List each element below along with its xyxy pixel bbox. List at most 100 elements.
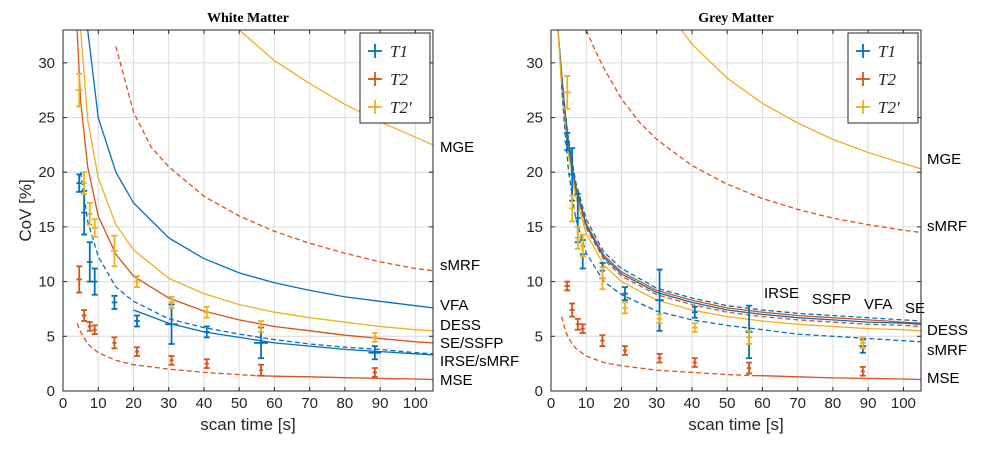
data-point-t1 bbox=[569, 147, 576, 202]
y-tick-label: 15 bbox=[526, 219, 543, 236]
data-point-t2prime bbox=[91, 218, 98, 238]
legend-box bbox=[359, 32, 431, 124]
data-point-t1 bbox=[622, 286, 628, 302]
legend-item-t2prime: T2′ bbox=[856, 98, 900, 117]
curve-unlabeled-t2 bbox=[76, 322, 257, 377]
y-tick-label: 15 bbox=[38, 219, 55, 236]
curve-label: SSFP bbox=[812, 291, 851, 308]
data-point-t1 bbox=[134, 314, 140, 328]
x-tick-label: 70 bbox=[301, 395, 318, 412]
curve-smrf-t2 bbox=[585, 30, 921, 234]
data-point-t2 bbox=[371, 367, 378, 378]
data-point-t2 bbox=[656, 352, 663, 364]
curve-se-t2 bbox=[557, 30, 921, 328]
data-point-t2prime bbox=[859, 336, 866, 350]
curve-label: MSE bbox=[440, 372, 473, 389]
data-point-t2prime bbox=[371, 332, 378, 343]
x-axis-label: scan time [s] bbox=[200, 415, 295, 434]
curve-mse-t2 bbox=[755, 375, 921, 381]
x-tick-label: 20 bbox=[613, 395, 630, 412]
curve-label: VFA bbox=[440, 297, 468, 314]
chart-panel-white-matter: 0 10 20 30 40 50 60 70 80 90 100 0 5 10 15 20 25 30 White … bbox=[16, 11, 519, 434]
data-point-t2 bbox=[111, 336, 118, 350]
y-tick-label: 25 bbox=[526, 110, 543, 127]
x-tick-label: 40 bbox=[684, 395, 701, 412]
x-tick-label: 0 bbox=[547, 395, 555, 412]
legend-item-t1: T1 bbox=[856, 42, 896, 61]
data-point-t2 bbox=[203, 358, 210, 369]
data-point-t2prime bbox=[656, 313, 663, 325]
y-axis-label: CoV [%] bbox=[16, 179, 35, 241]
curve-label: DESS bbox=[927, 322, 968, 339]
x-tick-label: 20 bbox=[125, 395, 142, 412]
legend-item-t2: T2 bbox=[368, 70, 408, 89]
data-point-t1 bbox=[203, 325, 210, 339]
curve-se-ssfp-t2 bbox=[76, 30, 433, 344]
legend-item-t2prime: T2′ bbox=[368, 98, 412, 117]
curve-unlabeled-t1 bbox=[79, 172, 433, 355]
data-point-t1 bbox=[111, 294, 118, 310]
data-point-t2 bbox=[258, 363, 265, 377]
x-tick-label: 50 bbox=[231, 395, 248, 412]
data-point-t2 bbox=[564, 280, 571, 292]
data-point-t2prime bbox=[569, 194, 576, 223]
curve-vfa-t1 bbox=[557, 30, 921, 322]
curve-smrf-t2 bbox=[115, 46, 433, 272]
x-axis-label: scan time [s] bbox=[688, 415, 783, 434]
y-tick-label: 10 bbox=[526, 274, 543, 291]
data-point-t2prime bbox=[168, 296, 175, 309]
x-tick-label: 60 bbox=[266, 395, 283, 412]
curve-label: sMRF bbox=[927, 218, 967, 235]
x-tick-label: 90 bbox=[860, 395, 877, 412]
data-point-t2 bbox=[622, 345, 628, 356]
x-tick-label: 50 bbox=[719, 395, 736, 412]
curve-label: SE bbox=[905, 300, 925, 317]
data-point-t1 bbox=[368, 345, 382, 361]
data-point-t2 bbox=[746, 361, 753, 375]
data-point-t2 bbox=[569, 302, 576, 318]
plot-content bbox=[75, 30, 433, 381]
curve-unlabeled-t2 bbox=[560, 316, 756, 377]
y-tick-label: 20 bbox=[526, 164, 543, 181]
x-tick-label: 70 bbox=[789, 395, 806, 412]
data-point-t2prime bbox=[110, 234, 118, 268]
data-point-t1 bbox=[76, 173, 83, 193]
legend-item-t2: T2 bbox=[856, 70, 896, 89]
data-point-t2prime bbox=[75, 72, 83, 108]
data-point-t2prime bbox=[86, 201, 93, 226]
x-tick-label: 100 bbox=[403, 395, 428, 412]
data-point-t2 bbox=[81, 309, 88, 322]
data-point-t1 bbox=[86, 241, 93, 283]
y-tick-label: 20 bbox=[38, 164, 55, 181]
legend-label: T1 bbox=[878, 42, 896, 61]
legend: T1 T2 T2′ bbox=[847, 32, 919, 124]
curve-label: MGE bbox=[440, 139, 474, 156]
data-point-t2 bbox=[86, 321, 93, 332]
data-point-t2prime bbox=[691, 322, 698, 333]
data-point-t2prime bbox=[81, 171, 88, 195]
data-point-t2 bbox=[859, 366, 866, 377]
data-point-t2 bbox=[574, 317, 581, 331]
axes-box bbox=[550, 29, 922, 392]
data-point-t2prime bbox=[574, 226, 581, 250]
curve-label: SE/SSFP bbox=[440, 335, 503, 352]
plot-content bbox=[557, 30, 921, 381]
legend-label: T1 bbox=[390, 42, 408, 61]
x-tick-label: 40 bbox=[196, 395, 213, 412]
x-tick-label: 10 bbox=[90, 395, 107, 412]
legend-label: T2 bbox=[390, 70, 408, 89]
x-tick-label: 80 bbox=[337, 395, 354, 412]
legend-label: T2 bbox=[878, 70, 896, 89]
curve-mge-t2prime bbox=[238, 30, 433, 146]
x-tick-label: 0 bbox=[59, 395, 67, 412]
y-tick-label: 5 bbox=[47, 328, 55, 345]
x-tick-label: 30 bbox=[648, 395, 665, 412]
data-point-t1 bbox=[564, 131, 571, 152]
legend: T1 T2 T2′ bbox=[359, 32, 431, 124]
axes-box bbox=[62, 29, 434, 392]
curve-label: sMRF bbox=[440, 257, 480, 274]
y-tick-label: 0 bbox=[535, 383, 543, 400]
data-point-t2prime bbox=[579, 233, 586, 258]
